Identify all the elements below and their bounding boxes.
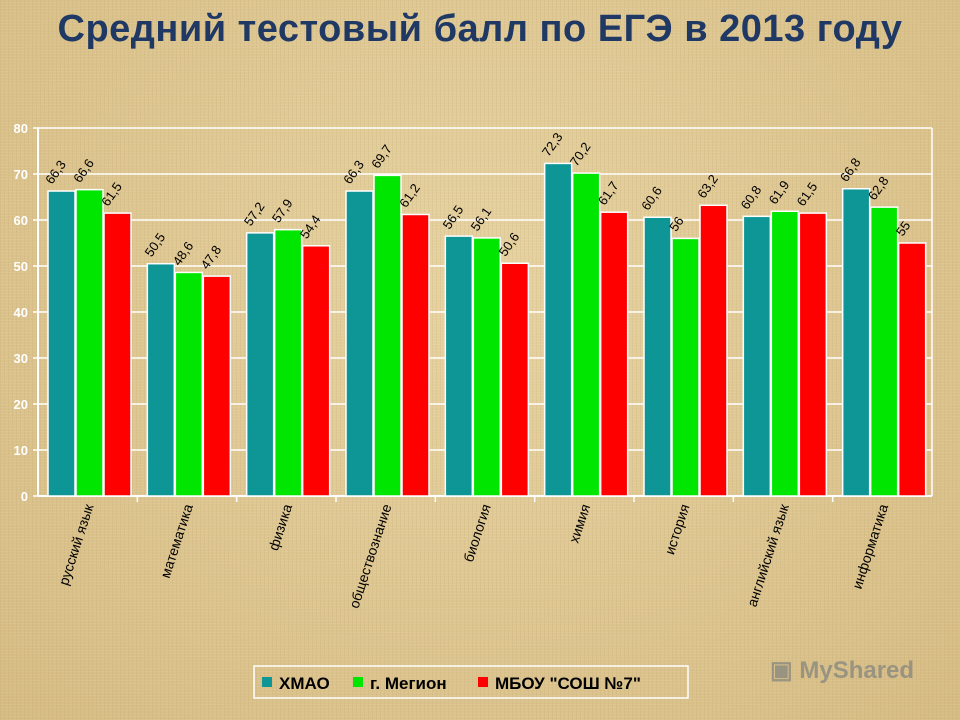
y-tick-label: 40 xyxy=(14,305,28,320)
category-label: химия xyxy=(566,502,594,545)
y-tick-label: 60 xyxy=(14,213,28,228)
data-label: 56,5 xyxy=(440,202,467,231)
legend-swatch xyxy=(262,677,272,687)
y-tick-label: 20 xyxy=(14,397,28,412)
watermark-logo-icon: ▣ xyxy=(770,657,793,684)
bar xyxy=(897,242,927,497)
watermark: ▣ MyShared xyxy=(770,656,914,685)
data-label: 72,3 xyxy=(539,130,566,159)
category-label: английский язык xyxy=(744,501,793,609)
y-tick-label: 70 xyxy=(14,167,28,182)
bar xyxy=(444,235,474,497)
legend-label: г. Мегион xyxy=(370,674,447,693)
category-label: русский язык xyxy=(55,501,97,587)
bar xyxy=(75,188,104,497)
bar xyxy=(742,215,772,497)
bar xyxy=(401,213,430,497)
data-label: 47,8 xyxy=(198,243,225,272)
category-label: математика xyxy=(157,502,196,580)
bar xyxy=(699,204,728,497)
bar xyxy=(146,262,176,497)
legend-label: МБОУ "СОШ №7" xyxy=(495,674,641,693)
data-label: 66,3 xyxy=(42,157,69,186)
category-label: физика xyxy=(265,502,295,553)
watermark-text: MyShared xyxy=(799,657,915,684)
bar xyxy=(301,245,331,497)
legend-swatch xyxy=(353,677,363,687)
data-label: 56,1 xyxy=(468,204,495,233)
category-label: информатика xyxy=(849,502,892,591)
category-label: история xyxy=(661,502,692,556)
bar xyxy=(500,262,530,497)
legend-box xyxy=(253,665,689,699)
data-label: 69,7 xyxy=(368,142,395,171)
bar xyxy=(543,162,573,497)
data-label: 57,9 xyxy=(269,196,296,225)
bar xyxy=(798,212,828,497)
bar xyxy=(472,237,502,497)
category-label: биология xyxy=(460,502,494,564)
bar xyxy=(599,211,629,497)
data-label: 50,5 xyxy=(142,230,169,259)
bar xyxy=(869,206,899,497)
data-label: 66,6 xyxy=(70,156,97,185)
bar xyxy=(273,228,303,497)
bar xyxy=(47,190,76,497)
data-label: 61,9 xyxy=(766,178,793,207)
bar xyxy=(571,172,601,497)
y-tick-label: 0 xyxy=(21,489,28,504)
y-tick-label: 80 xyxy=(14,121,28,136)
data-label: 66,8 xyxy=(837,155,864,184)
bar xyxy=(841,187,871,497)
bar xyxy=(671,237,700,497)
bar xyxy=(103,212,132,497)
data-label: 55 xyxy=(893,218,914,238)
data-label: 63,2 xyxy=(694,172,721,201)
bar xyxy=(245,232,275,497)
data-label: 61,5 xyxy=(794,179,821,208)
y-tick-label: 10 xyxy=(14,443,28,458)
data-label: 66,3 xyxy=(340,157,367,186)
category-label: обществознание xyxy=(346,502,395,610)
bar xyxy=(174,271,204,497)
bar xyxy=(202,275,232,497)
bar xyxy=(770,210,800,497)
chart-title: Средний тестовый балл по ЕГЭ в 2013 году xyxy=(57,8,903,50)
bar xyxy=(643,216,672,497)
bar xyxy=(373,174,402,497)
y-tick-label: 50 xyxy=(14,259,28,274)
data-label: 60,6 xyxy=(638,184,665,213)
data-label: 60,8 xyxy=(738,183,765,212)
legend-label: ХМАО xyxy=(279,674,330,693)
bar xyxy=(345,190,374,497)
data-label: 57,2 xyxy=(241,199,268,228)
y-tick-label: 30 xyxy=(14,351,28,366)
legend-swatch xyxy=(478,677,488,687)
data-label: 56 xyxy=(666,214,687,234)
